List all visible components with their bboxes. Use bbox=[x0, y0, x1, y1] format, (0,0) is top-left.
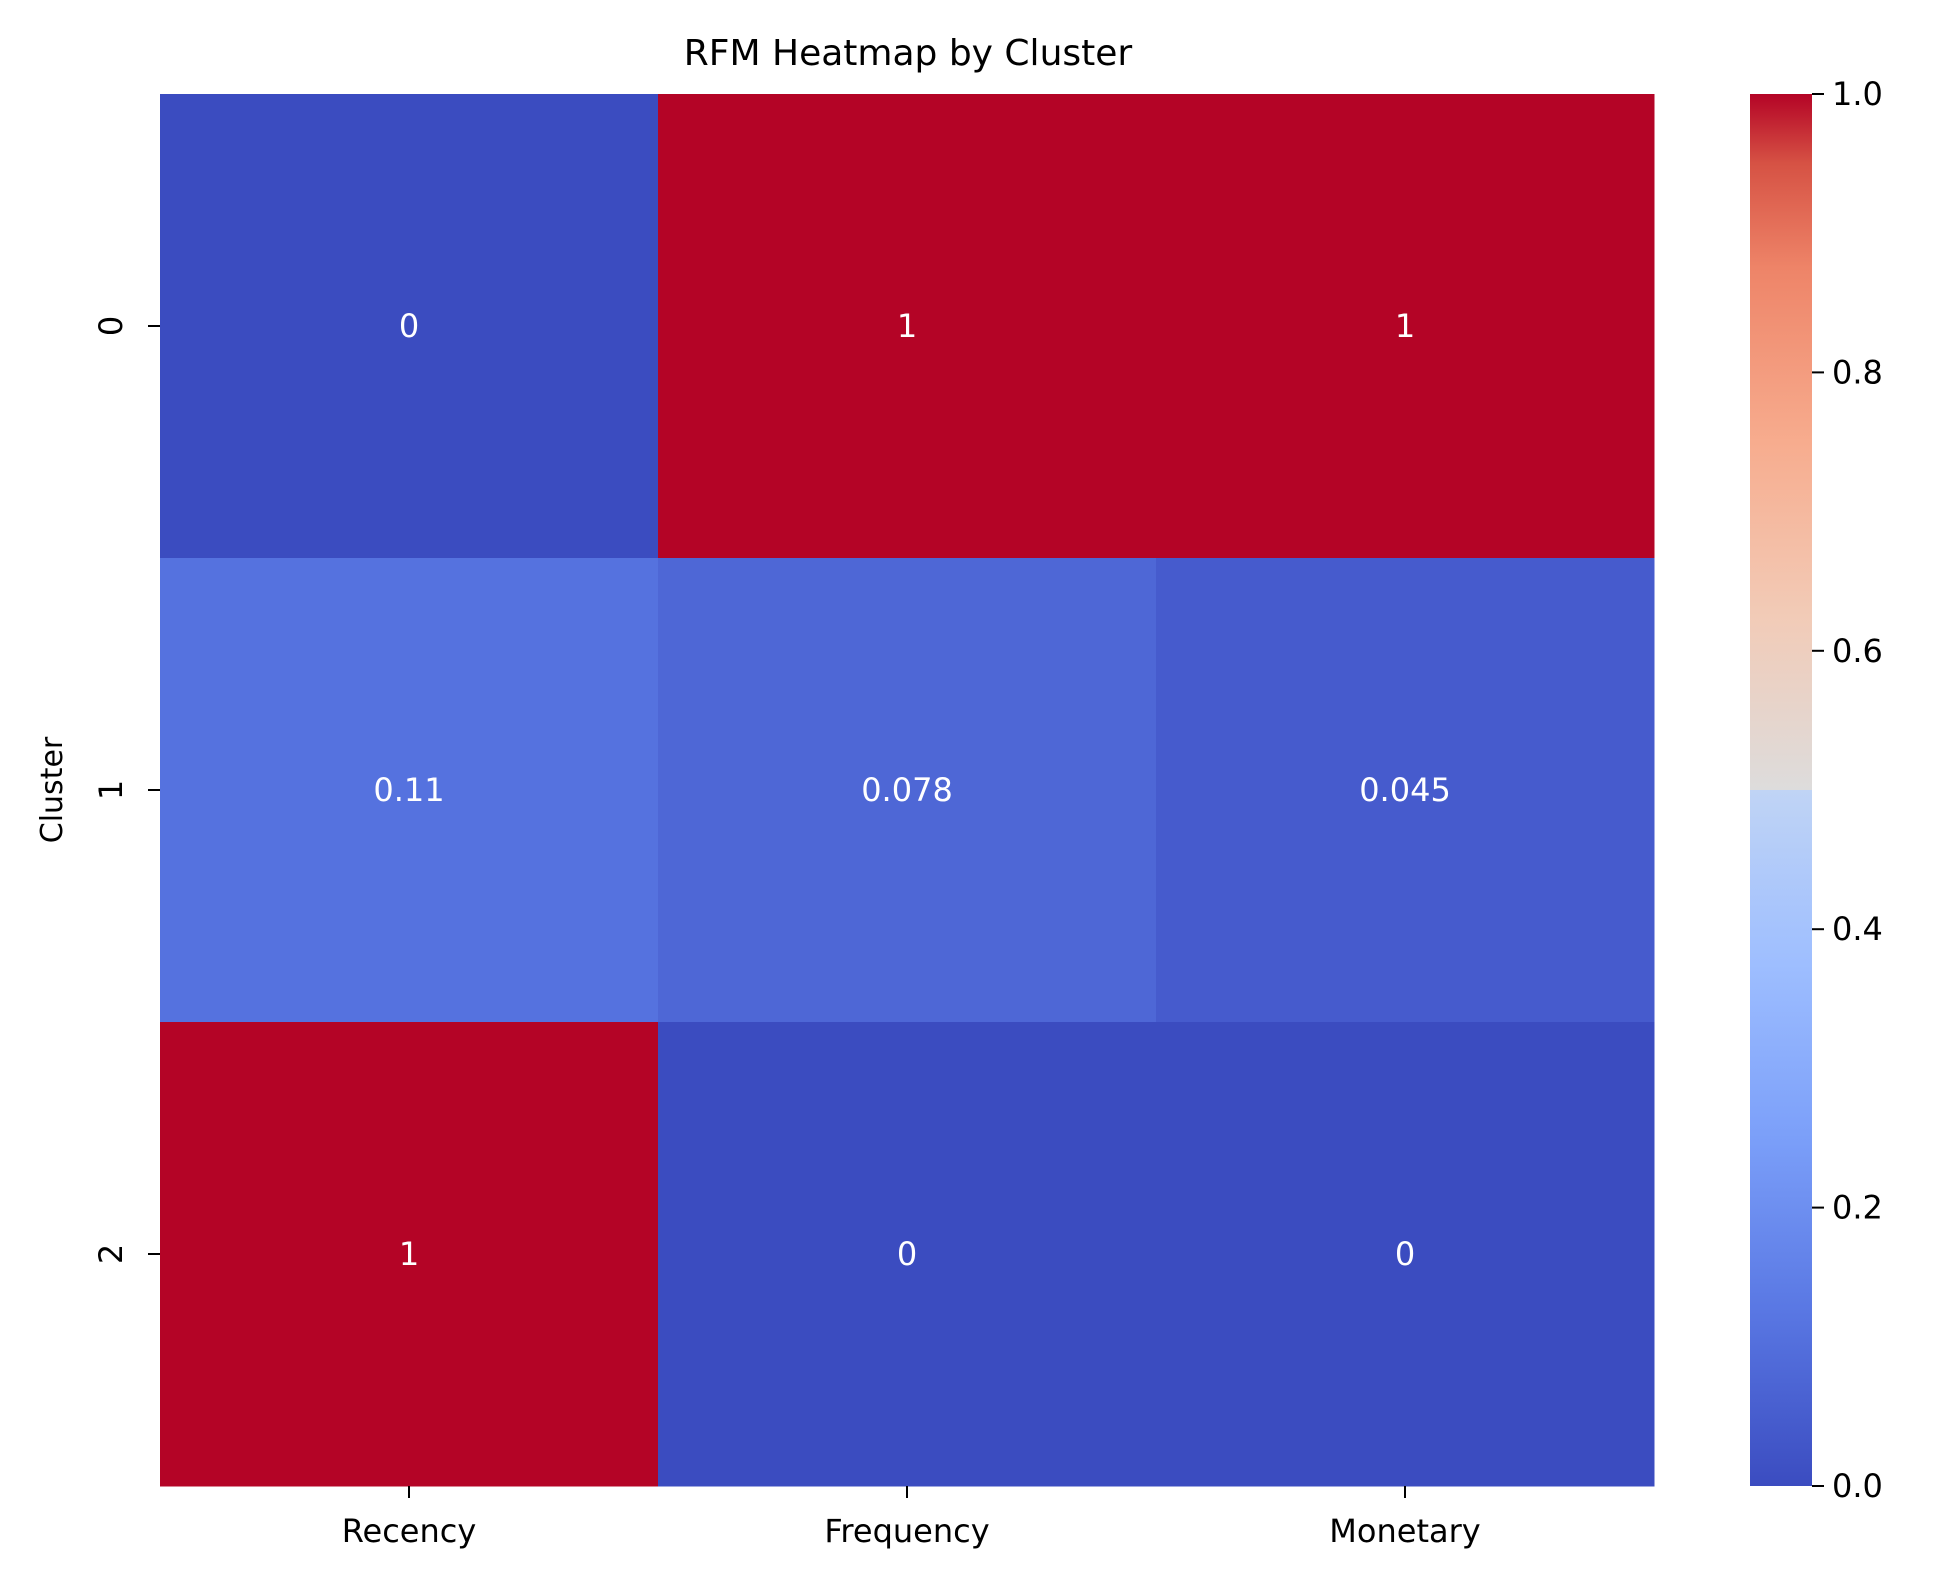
heatmap-cell bbox=[1156, 1022, 1655, 1487]
cell-value-label: 0.045 bbox=[1359, 771, 1451, 809]
cell-value-label: 0 bbox=[897, 1235, 917, 1273]
heatmap-cell bbox=[1156, 94, 1655, 559]
heatmap-cell-labels: 0 1 1 0.11 0.078 0.045 1 0 0 bbox=[373, 307, 1450, 1273]
heatmap-cell bbox=[160, 558, 659, 1023]
heatmap-cell bbox=[160, 1022, 659, 1487]
cell-value-label: 1 bbox=[897, 307, 917, 345]
y-tick-label: 0 bbox=[92, 316, 130, 336]
heatmap-cell bbox=[1156, 558, 1655, 1023]
colorbar-tick-label: 0.2 bbox=[1832, 1189, 1883, 1227]
cell-value-label: 1 bbox=[399, 1235, 419, 1273]
x-tick-label: Recency bbox=[342, 1512, 477, 1550]
y-axis-label: Cluster bbox=[35, 736, 70, 843]
heatmap-cell bbox=[658, 94, 1157, 559]
heatmap-cells bbox=[160, 94, 1655, 1487]
cell-value-label: 0 bbox=[399, 307, 419, 345]
colorbar-tick-label: 1.0 bbox=[1832, 75, 1883, 113]
cell-value-label: 1 bbox=[1395, 307, 1415, 345]
y-tick-label: 1 bbox=[92, 780, 130, 800]
colorbar-tick-label: 0.8 bbox=[1832, 353, 1883, 391]
colorbar bbox=[1750, 94, 1812, 1486]
colorbar-tick-label: 0.4 bbox=[1832, 910, 1883, 948]
colorbar-tick-label: 0.0 bbox=[1832, 1467, 1883, 1505]
x-axis: Recency Frequency Monetary bbox=[342, 1486, 1481, 1550]
colorbar-tick-label: 0.6 bbox=[1832, 632, 1883, 670]
x-tick-label: Frequency bbox=[824, 1512, 989, 1550]
colorbar-axis: 0.0 0.2 0.4 0.6 0.8 1.0 bbox=[1812, 75, 1883, 1505]
y-tick-label: 2 bbox=[92, 1244, 130, 1264]
x-tick-label: Monetary bbox=[1329, 1512, 1480, 1550]
heatmap-cell bbox=[658, 558, 1157, 1023]
cell-value-label: 0 bbox=[1395, 1235, 1415, 1273]
heatmap-cell bbox=[160, 94, 659, 559]
chart-title: RFM Heatmap by Cluster bbox=[684, 33, 1133, 74]
cell-value-label: 0.11 bbox=[373, 771, 444, 809]
heatmap-cell bbox=[658, 1022, 1157, 1487]
y-axis: 0 1 2 bbox=[92, 316, 160, 1264]
cell-value-label: 0.078 bbox=[861, 771, 953, 809]
